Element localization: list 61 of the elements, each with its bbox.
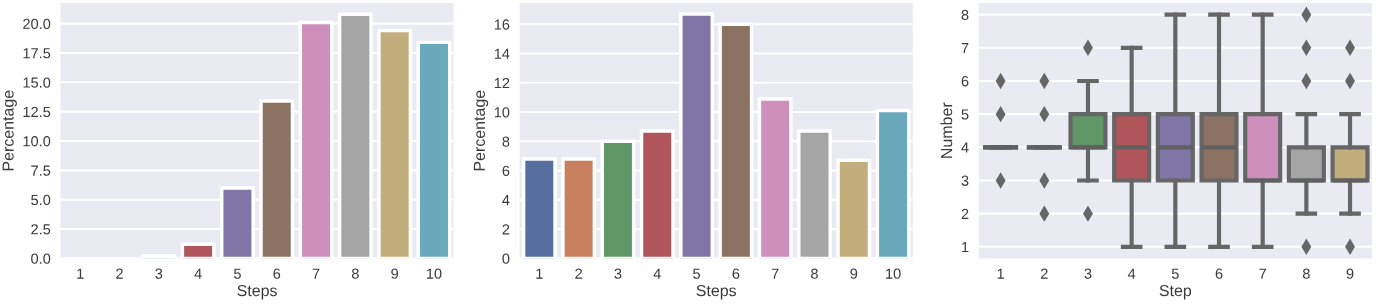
y-tick-label: 0.0	[31, 253, 51, 264]
y-tick-label: 8	[961, 9, 969, 21]
x-tick-label: 2	[1040, 268, 1048, 279]
y-tick-label: 7	[961, 43, 969, 54]
y-tick-label: 3	[961, 175, 969, 186]
y-tick-label: 1	[962, 242, 969, 253]
x-tick-label: 6	[273, 268, 281, 279]
y-tick-label: 10.0	[23, 136, 51, 147]
x-axis-title: Steps	[696, 284, 737, 300]
y-tick-label: 15.0	[23, 77, 51, 88]
x-tick-label: 7	[312, 268, 320, 279]
x-tick-label: 7	[771, 268, 779, 279]
x-tick-label: 1	[77, 268, 84, 279]
y-tick-label: 2	[961, 208, 969, 219]
y-tick-label: 20.0	[23, 18, 51, 30]
x-axis-title: Steps	[237, 284, 277, 300]
x-tick-label: 3	[614, 268, 622, 279]
x-tick-label: 8	[1302, 268, 1310, 279]
x-tick-label: 9	[850, 268, 858, 279]
x-tick-label: 5	[693, 268, 700, 279]
y-tick-label: 16	[494, 19, 510, 30]
y-axis-title: Percentage	[2, 90, 17, 171]
y-tick-label: 4	[502, 195, 510, 206]
y-axis-title: Percentage	[473, 90, 489, 171]
x-tick-label: 3	[155, 268, 163, 279]
x-tick-label: 9	[1346, 268, 1354, 279]
y-tick-label: 0	[502, 253, 510, 264]
y-tick-label: 10	[494, 107, 510, 118]
x-tick-label: 1	[536, 268, 543, 279]
x-tick-label: 2	[116, 268, 123, 279]
y-tick-label: 5.0	[31, 194, 51, 206]
x-tick-label: 5	[233, 268, 241, 279]
x-tick-label: 7	[1259, 268, 1267, 279]
x-tick-label: 4	[1127, 268, 1136, 279]
y-tick-label: 2.5	[31, 224, 51, 235]
x-tick-label: 8	[811, 268, 818, 279]
x-tick-label: 6	[732, 268, 740, 279]
x-tick-label: 2	[575, 268, 582, 279]
x-tick-label: 10	[886, 268, 901, 279]
x-tick-label: 9	[391, 268, 399, 279]
x-axis-title: Step	[1159, 284, 1192, 300]
x-tick-label: 10	[426, 268, 442, 279]
y-tick-label: 2	[502, 224, 510, 235]
y-tick-label: 4	[961, 142, 969, 153]
y-tick-label: 7.5	[31, 165, 51, 176]
y-axis-title: Number	[940, 102, 953, 158]
y-tick-label: 14	[494, 48, 510, 59]
x-tick-label: 4	[653, 268, 661, 279]
x-tick-label: 4	[194, 268, 202, 279]
x-tick-label: 8	[351, 268, 359, 279]
x-tick-label: 6	[1215, 268, 1223, 279]
x-tick-label: 3	[1084, 268, 1092, 279]
y-tick-label: 6	[502, 165, 510, 177]
y-tick-label: 12.5	[23, 106, 51, 118]
y-tick-label: 12	[494, 77, 510, 89]
y-tick-label: 5	[961, 109, 969, 120]
y-tick-label: 17.5	[23, 48, 51, 59]
x-tick-label: 1	[997, 268, 1004, 279]
y-tick-label: 6	[961, 76, 969, 87]
x-tick-label: 5	[1171, 268, 1179, 279]
y-tick-label: 8	[502, 136, 510, 147]
